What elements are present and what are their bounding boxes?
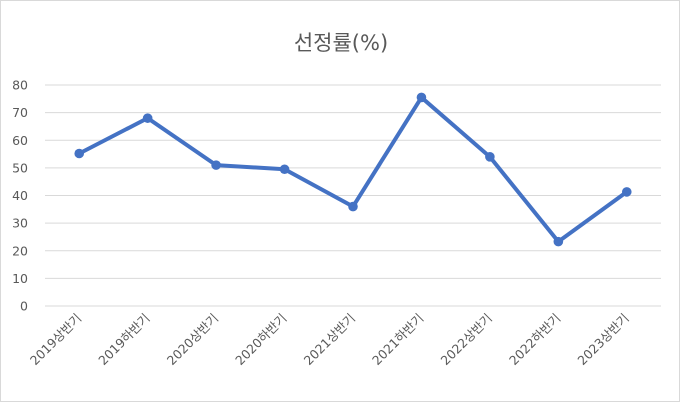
data-point [621, 187, 632, 197]
data-point [553, 236, 564, 247]
x-tick-label: 2022하반기 [506, 311, 563, 368]
y-tick-label: 50 [12, 160, 28, 175]
y-tick-label: 0 [20, 299, 28, 314]
y-tick-label: 70 [12, 105, 28, 120]
y-tick-label: 60 [12, 133, 28, 148]
series-line [77, 95, 629, 244]
x-tick-label: 2019하반기 [95, 311, 152, 368]
x-tick-label: 2021하반기 [369, 311, 426, 368]
y-tick-label: 40 [12, 188, 28, 203]
y-tick-label: 30 [12, 216, 28, 231]
x-tick-label: 2021상반기 [301, 311, 358, 368]
data-point [485, 152, 495, 162]
data-point [142, 113, 153, 123]
x-tick-label: 2020하반기 [232, 311, 289, 368]
series-selection-rate [74, 92, 632, 247]
x-tick-label: 2023상반기 [574, 311, 631, 368]
data-point [416, 92, 427, 103]
y-tick-label: 80 [12, 78, 28, 93]
y-axis-ticks: 0 10 20 30 40 50 60 70 80 [12, 78, 28, 314]
y-tick-label: 10 [12, 271, 28, 286]
data-point [348, 201, 358, 212]
data-point [74, 148, 85, 159]
data-point [279, 164, 290, 175]
y-tick-label: 20 [12, 243, 28, 258]
x-tick-label: 2019상반기 [27, 311, 84, 368]
x-tick-label: 2022상반기 [438, 311, 495, 368]
gridlines [45, 84, 661, 307]
x-tick-label: 2020상반기 [164, 311, 221, 368]
x-axis-ticks: 2019상반기 2019하반기 2020상반기 2020하반기 2021상반기 2021하… [27, 311, 632, 368]
data-point [211, 160, 221, 170]
chart-title: 선정률(%) [294, 31, 388, 55]
